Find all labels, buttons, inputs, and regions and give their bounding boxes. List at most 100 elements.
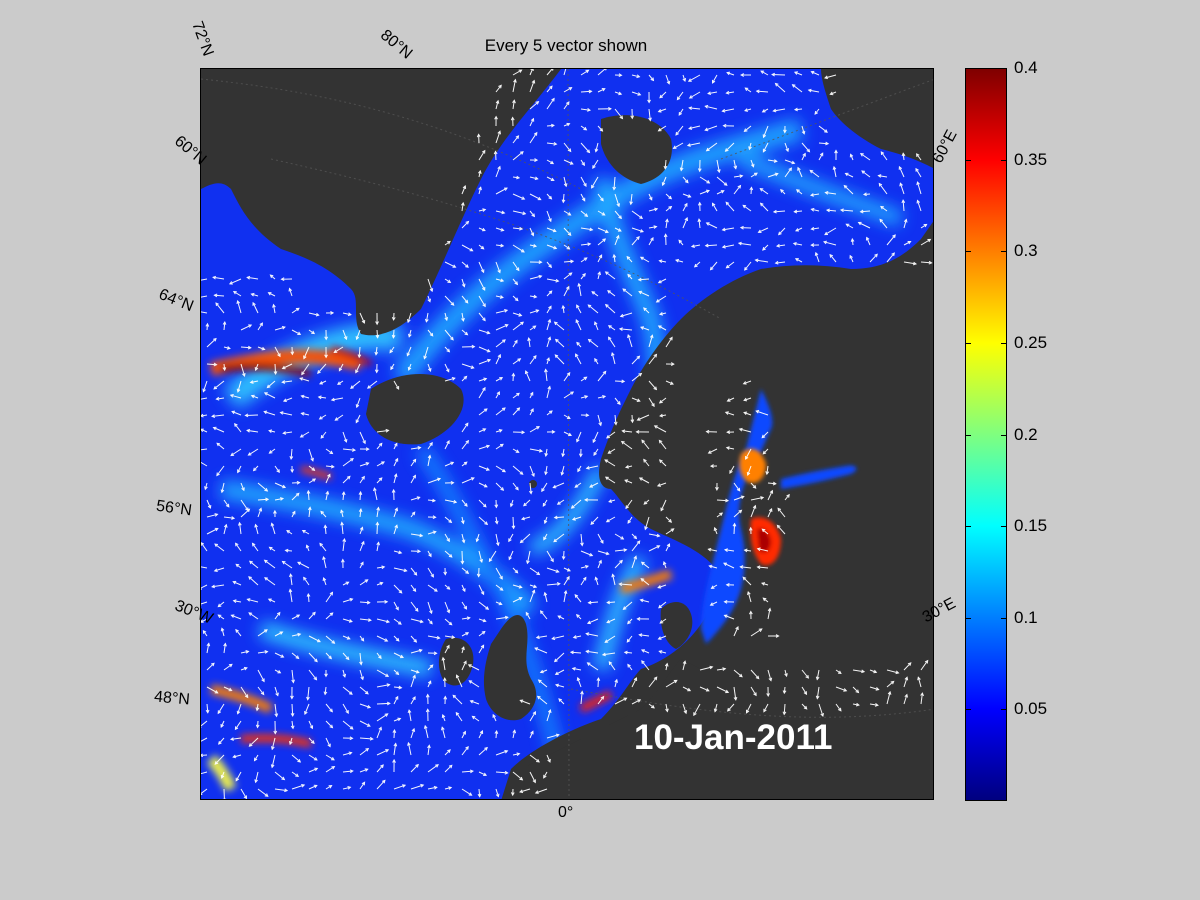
vector-arrowhead	[749, 186, 754, 191]
vector-arrow	[393, 784, 406, 790]
vector-arrowhead	[843, 688, 848, 692]
vector-arrowhead	[561, 199, 566, 204]
vector-arrow	[529, 482, 532, 494]
vector-arrowhead	[618, 215, 622, 220]
vector-arrow	[563, 210, 571, 216]
vector-arrowhead	[519, 789, 524, 794]
colorbar-tick-label: 0.3	[1014, 241, 1038, 261]
vector-arrowhead	[412, 696, 416, 701]
vector-arrow	[525, 612, 531, 620]
vector-arrowhead	[568, 272, 573, 276]
vector-arrow	[393, 380, 400, 390]
vector-arrowhead	[810, 226, 815, 231]
vector-arrowhead	[504, 615, 509, 620]
vector-arrow	[886, 252, 895, 263]
vector-arrowhead	[481, 630, 486, 635]
vector-arrowhead	[784, 673, 788, 678]
vector-arrowhead	[585, 632, 590, 636]
vector-arrowhead	[204, 486, 208, 491]
vector-arrow	[340, 510, 344, 518]
vector-arrow	[282, 380, 293, 383]
vector-arrowhead	[640, 578, 645, 582]
vector-arrow	[444, 516, 452, 523]
vector-arrow	[201, 414, 208, 417]
vector-arrow	[648, 354, 657, 365]
vector-arrowhead	[713, 526, 718, 531]
vector-arrowhead	[448, 786, 453, 790]
vector-arrow	[824, 74, 837, 79]
vector-arrowhead	[823, 75, 829, 80]
vector-arrow	[742, 576, 752, 586]
vector-arrowhead	[586, 662, 591, 666]
vector-arrow	[529, 275, 542, 280]
vector-arrow	[529, 754, 540, 763]
vector-arrowhead	[583, 126, 588, 131]
vector-arrow	[580, 227, 593, 231]
vector-arrowhead	[395, 386, 400, 390]
vector-arrow	[495, 187, 508, 195]
vector-arrow	[495, 407, 506, 416]
vector-arrowhead	[237, 469, 241, 474]
vector-arrow	[469, 680, 480, 688]
vector-arrowhead	[305, 544, 310, 549]
vector-arrow	[303, 577, 310, 586]
vector-arrow	[223, 643, 226, 654]
vector-arrowhead	[340, 521, 344, 526]
vector-arrowhead	[358, 508, 363, 513]
vector-arrowhead	[760, 496, 765, 500]
vector-arrow	[264, 392, 276, 399]
vector-arrow	[580, 565, 589, 569]
vector-arrowhead	[213, 362, 218, 367]
vector-arrow	[638, 278, 650, 281]
vector-arrow	[248, 612, 259, 620]
vector-arrow	[622, 288, 633, 297]
vector-arrow	[342, 752, 352, 756]
vector-arrowhead	[539, 669, 544, 674]
vector-arrowhead	[585, 649, 590, 654]
vector-arrow	[223, 524, 227, 535]
vector-arrow	[342, 431, 347, 443]
vector-arrow	[811, 71, 820, 76]
vector-arrowhead	[214, 527, 219, 532]
vector-arrow	[733, 482, 741, 492]
vector-arrow	[233, 291, 242, 297]
vector-arrowhead	[585, 413, 590, 418]
vector-arrowhead	[318, 416, 323, 420]
vector-arrow	[699, 190, 710, 195]
vector-arrow	[325, 491, 329, 501]
vector-arrow	[264, 559, 276, 569]
vector-arrowhead	[407, 741, 411, 746]
vector-arrowhead	[560, 471, 565, 476]
vector-arrowhead	[637, 277, 642, 282]
vector-arrow	[708, 548, 718, 552]
vector-arrowhead	[563, 589, 568, 594]
vector-arrowhead	[419, 533, 424, 538]
vector-arrow	[591, 291, 599, 297]
vector-arrowhead	[602, 238, 607, 242]
vector-arrowhead	[248, 576, 252, 580]
vector-arrow	[537, 696, 548, 705]
vector-arrowhead	[303, 355, 307, 360]
vector-arrowhead	[252, 467, 257, 472]
vector-arrow	[552, 635, 565, 640]
vector-arrowhead	[464, 331, 469, 336]
vector-arrowhead	[317, 370, 321, 374]
vector-arrow	[495, 166, 501, 178]
colorbar-tick-mark	[965, 159, 971, 161]
vector-arrowhead	[657, 636, 662, 640]
vector-arrowhead	[604, 303, 609, 308]
vector-arrow	[563, 431, 572, 436]
vector-arrow	[308, 737, 315, 744]
vector-arrowhead	[746, 709, 750, 714]
vector-arrow	[308, 312, 319, 316]
vector-arrow	[648, 380, 657, 390]
vector-arrowhead	[599, 127, 604, 132]
vector-arrow	[563, 372, 571, 382]
colorbar-tick-mark	[1001, 526, 1007, 528]
vector-arrowhead	[774, 82, 779, 87]
vector-arrowhead	[904, 693, 908, 698]
vector-arrowhead	[497, 130, 501, 135]
vector-arrowhead	[569, 650, 574, 655]
vector-arrow	[604, 459, 616, 467]
vector-arrowhead	[551, 430, 556, 434]
